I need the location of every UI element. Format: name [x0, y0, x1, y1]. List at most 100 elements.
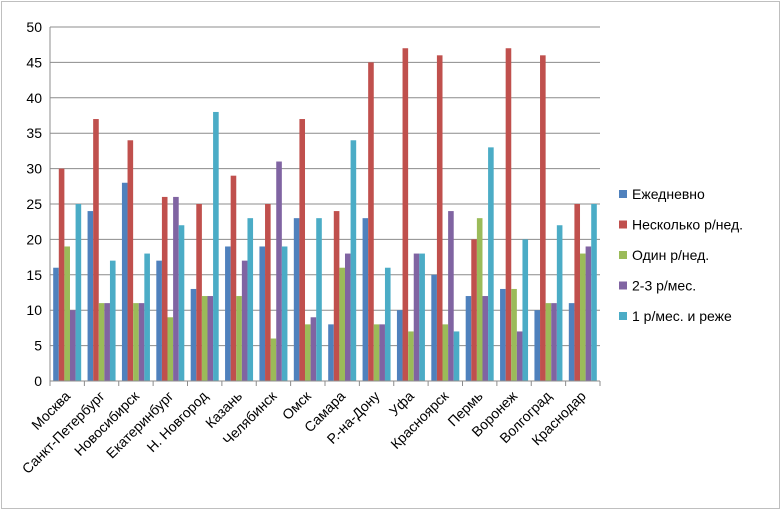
bar-4-4	[173, 196, 179, 381]
bar-1-1	[53, 267, 59, 381]
y-tick-label: 25	[26, 196, 42, 212]
bar-4-5	[207, 296, 214, 381]
bar-4-15	[551, 303, 557, 381]
bar-4-9	[344, 253, 351, 381]
bar-5-3	[144, 253, 150, 381]
bar-2-10	[368, 62, 374, 382]
bar-1-10	[362, 218, 369, 381]
bar-1-16	[568, 303, 575, 381]
bar-5-5	[213, 111, 219, 382]
y-tick-label: 45	[26, 54, 42, 70]
legend-swatch	[619, 312, 627, 320]
bar-1-15	[534, 310, 541, 381]
bar-2-8	[299, 119, 306, 381]
bar-4-2	[104, 303, 110, 381]
legend-swatch	[619, 281, 627, 290]
y-tick-label: 35	[26, 125, 42, 141]
legend-label: 1 р/мес. и реже	[632, 308, 732, 324]
bar-5-1	[75, 204, 82, 381]
bar-4-12	[448, 211, 454, 381]
bar-1-3	[121, 182, 128, 381]
y-tick-label: 0	[34, 373, 42, 389]
bar-4-6	[241, 260, 248, 381]
y-tick-label: 20	[26, 231, 42, 247]
bar-4-1	[69, 310, 76, 381]
bar-2-6	[230, 175, 237, 381]
bar-1-8	[293, 218, 300, 381]
bar-2-7	[265, 204, 271, 381]
bar-2-15	[540, 55, 546, 381]
bar-2-9	[333, 211, 340, 381]
y-tick-label: 50	[26, 19, 42, 35]
bar-1-14	[500, 288, 506, 381]
bar-1-13	[465, 296, 472, 381]
legend: Ежедневно Несколько р/нед. Один р/нед. 2-3 …	[619, 186, 743, 324]
bar-1-2	[87, 211, 94, 381]
bar-3-13	[476, 218, 483, 381]
bar-3-6	[236, 296, 242, 381]
bar-5-4	[178, 225, 185, 381]
y-tick-label: 15	[26, 267, 42, 283]
bar-3-5	[201, 296, 208, 381]
bar-3-15	[545, 303, 552, 381]
bar-5-2	[109, 260, 116, 381]
bar-2-5	[196, 204, 202, 381]
bar-2-2	[93, 119, 99, 381]
bar-5-8	[316, 218, 322, 381]
y-tick-label: 10	[26, 302, 42, 318]
bar-4-10	[379, 324, 385, 381]
bar-1-9	[328, 324, 334, 381]
y-axis-tick-labels: 0 5 10 15 20 25 30 35 40 45 50	[26, 19, 42, 389]
bar-3-8	[305, 324, 311, 381]
bar-3-9	[339, 267, 345, 381]
bar-5-16	[591, 204, 597, 381]
bar-4-16	[585, 246, 592, 381]
bar-2-3	[127, 140, 134, 381]
bar-4-11	[413, 253, 420, 381]
bar-2-12	[436, 55, 443, 381]
bar-3-10	[373, 324, 380, 381]
y-tick-label: 40	[26, 90, 42, 106]
bar-4-14	[516, 331, 523, 381]
bar-3-4	[167, 317, 174, 381]
bar-5-14	[522, 239, 529, 381]
bar-2-1	[58, 168, 65, 381]
bar-2-14	[505, 48, 512, 382]
bar-4-8	[310, 317, 317, 381]
bar-1-12	[431, 274, 437, 381]
bar-5-15	[556, 225, 563, 381]
bar-5-10	[384, 267, 391, 381]
bar-5-6	[247, 218, 254, 381]
legend-label: Ежедневно	[632, 186, 705, 202]
bar-1-5	[190, 288, 197, 381]
bar-1-6	[225, 246, 231, 381]
bar-2-11	[402, 48, 409, 382]
legend-label: Один р/нед.	[632, 247, 709, 263]
bar-1-7	[259, 246, 266, 381]
y-tick-label: 5	[34, 338, 42, 354]
x-axis-category-labels: МоскваСанкт-ПетербургНовосибирскЕкатерин…	[19, 387, 589, 477]
legend-swatch	[619, 190, 627, 198]
bar-3-11	[408, 331, 414, 381]
legend-swatch	[619, 251, 627, 259]
bar-3-14	[511, 288, 517, 381]
bar-3-1	[64, 246, 70, 381]
axes	[49, 27, 601, 386]
bar-4-3	[138, 303, 145, 381]
bar-1-11	[396, 310, 403, 381]
legend-swatch	[619, 220, 627, 229]
bar-1-4	[156, 260, 162, 381]
bar-4-7	[276, 161, 282, 381]
bar-2-16	[574, 204, 581, 381]
bar-2-4	[161, 196, 168, 381]
bar-5-7	[281, 246, 288, 381]
bar-3-3	[133, 303, 139, 381]
bar-3-7	[270, 338, 277, 381]
bar-5-12	[453, 331, 460, 381]
bar-5-11	[419, 253, 425, 381]
legend-label: Несколько р/нед.	[632, 217, 743, 233]
bar-2-13	[471, 239, 477, 381]
bar-5-9	[350, 140, 357, 381]
bar-3-16	[580, 253, 586, 381]
